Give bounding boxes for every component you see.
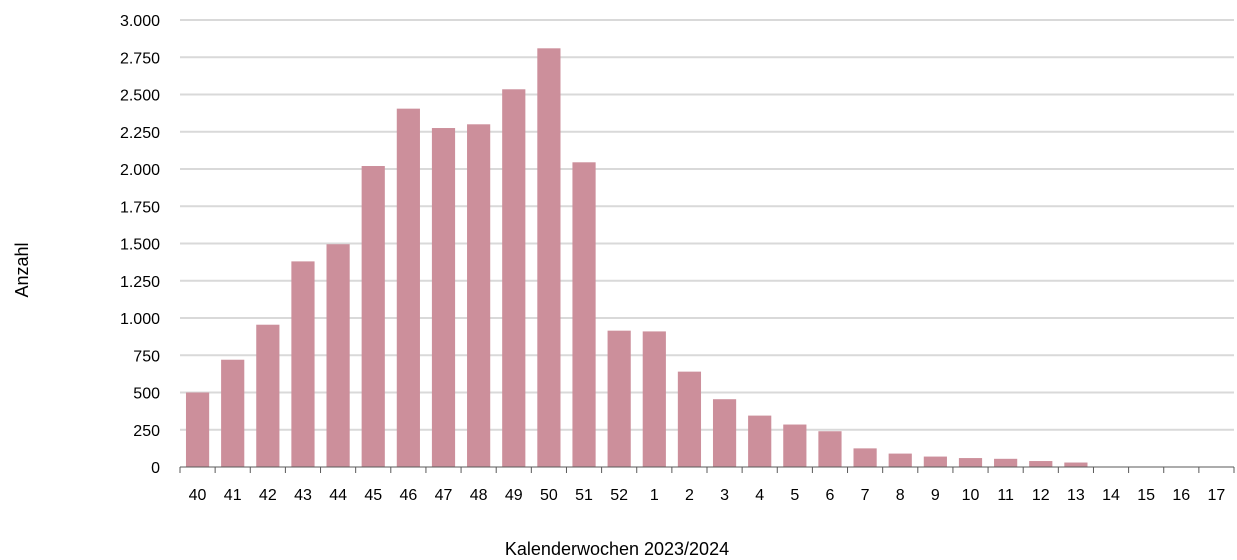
x-axis bbox=[179, 466, 1235, 473]
x-tick-label: 7 bbox=[861, 487, 870, 504]
y-tick-label: 1.750 bbox=[120, 199, 160, 216]
x-tick-label: 40 bbox=[189, 487, 207, 504]
grid-lines bbox=[180, 19, 1234, 431]
bar bbox=[607, 330, 631, 467]
bar bbox=[572, 162, 596, 468]
bar bbox=[783, 424, 807, 467]
x-tick-label: 43 bbox=[294, 487, 312, 504]
x-tick-label: 44 bbox=[329, 487, 347, 504]
x-tick-label: 50 bbox=[540, 487, 558, 504]
bar bbox=[642, 331, 666, 467]
y-tick-label: 250 bbox=[133, 423, 160, 440]
bar bbox=[818, 431, 842, 467]
bar bbox=[291, 261, 315, 467]
y-tick-label: 2.750 bbox=[120, 50, 160, 67]
bar bbox=[853, 448, 877, 467]
bar bbox=[1064, 462, 1088, 467]
x-tick-label: 16 bbox=[1172, 487, 1190, 504]
y-tick-label: 1.500 bbox=[120, 237, 160, 254]
bar bbox=[185, 392, 210, 467]
bars bbox=[185, 48, 1088, 468]
x-tick-label: 6 bbox=[826, 487, 835, 504]
x-tick-label: 49 bbox=[505, 487, 523, 504]
y-tick-label: 1.250 bbox=[120, 274, 160, 291]
x-tick-label: 41 bbox=[224, 487, 242, 504]
x-tick-label: 5 bbox=[790, 487, 799, 504]
x-tick-label: 46 bbox=[399, 487, 417, 504]
x-tick-label: 14 bbox=[1102, 487, 1120, 504]
bar bbox=[396, 108, 420, 467]
bar bbox=[958, 458, 983, 467]
x-tick-label: 15 bbox=[1137, 487, 1155, 504]
y-tick-label: 750 bbox=[133, 348, 160, 365]
x-tick-label: 10 bbox=[962, 487, 980, 504]
x-axis-title: Kalenderwochen 2023/2024 bbox=[505, 539, 729, 559]
x-tick-label: 8 bbox=[896, 487, 905, 504]
bar bbox=[712, 399, 737, 467]
x-tick-label: 17 bbox=[1208, 487, 1226, 504]
x-tick-label: 1 bbox=[650, 487, 659, 504]
bar bbox=[502, 89, 526, 467]
x-tick-label: 48 bbox=[470, 487, 488, 504]
y-tick-labels: 0 250 500 750 1.000 1.250 1.500 1.750 2.000 2.250… bbox=[120, 13, 160, 477]
x-tick-labels: 40 41 42 43 44 45 46 47 48 49 50 51 52 1 2 3 4 5 6 7 8 9 10 11 1… bbox=[189, 487, 1226, 504]
y-tick-label: 500 bbox=[133, 386, 160, 403]
x-tick-label: 51 bbox=[575, 487, 593, 504]
x-tick-label: 11 bbox=[997, 487, 1014, 504]
bar bbox=[748, 415, 772, 467]
x-tick-label: 42 bbox=[259, 487, 277, 504]
bar bbox=[537, 48, 561, 468]
bar bbox=[677, 371, 702, 467]
bar bbox=[361, 166, 385, 467]
bar bbox=[923, 456, 947, 467]
bar bbox=[431, 128, 456, 467]
y-tick-label: 3.000 bbox=[120, 13, 160, 30]
x-tick-label: 9 bbox=[931, 487, 940, 504]
bar bbox=[326, 244, 350, 467]
bar bbox=[467, 124, 491, 468]
x-tick-label: 13 bbox=[1067, 487, 1085, 504]
bar bbox=[888, 453, 912, 467]
y-axis-title: Anzahl bbox=[12, 242, 32, 297]
x-tick-label: 2 bbox=[685, 487, 694, 504]
bar bbox=[256, 324, 280, 467]
y-tick-label: 2.250 bbox=[120, 125, 160, 142]
y-tick-label: 1.000 bbox=[120, 311, 160, 328]
x-tick-label: 4 bbox=[755, 487, 764, 504]
x-tick-label: 3 bbox=[720, 487, 729, 504]
y-tick-label: 2.500 bbox=[120, 88, 160, 105]
x-tick-label: 12 bbox=[1032, 487, 1050, 504]
x-tick-label: 52 bbox=[610, 487, 628, 504]
x-tick-label: 45 bbox=[364, 487, 382, 504]
x-tick-label: 47 bbox=[435, 487, 453, 504]
bar bbox=[994, 458, 1018, 467]
y-tick-label: 2.000 bbox=[120, 162, 160, 179]
bar bbox=[221, 359, 245, 467]
bar bbox=[1029, 461, 1053, 467]
y-tick-label: 0 bbox=[151, 460, 160, 477]
